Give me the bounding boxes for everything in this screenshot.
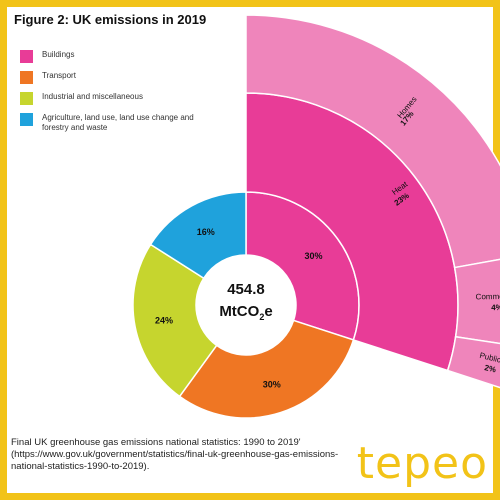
outer-sector-public xyxy=(446,335,500,389)
donut-slice-industrial-and-miscellaneous xyxy=(132,243,218,398)
donut-slice-transport xyxy=(178,319,355,419)
legend-label-transport: Transport xyxy=(42,71,76,80)
legend-item-buildings: Buildings xyxy=(20,50,220,71)
legend: Buildings Transport Industrial and misce… xyxy=(20,50,220,147)
donut-label-buildings: 30% xyxy=(305,251,323,261)
donut-label-industrial-and-miscellaneous: 24% xyxy=(155,316,173,326)
legend-swatch-transport xyxy=(20,71,33,84)
brand-logo: tepeo xyxy=(356,438,488,489)
legend-swatch-industrial xyxy=(20,92,33,105)
legend-item-industrial: Industrial and miscellaneous xyxy=(20,92,220,113)
legend-swatch-buildings xyxy=(20,50,33,63)
legend-label-agriculture: Agriculture, land use, land use change a… xyxy=(42,113,194,132)
center-unit-main: MtCO xyxy=(219,303,259,320)
donut-center-hole xyxy=(197,256,295,354)
donut-label-agriculture-land-use-land-use-change-and-forestry-and-waste: 16% xyxy=(197,227,215,237)
outer-sector-homes xyxy=(245,14,500,269)
outer-label-commercial: Commercial xyxy=(476,292,500,302)
center-unit-tail: e xyxy=(264,303,272,320)
legend-item-transport: Transport xyxy=(20,71,220,92)
figure-title: Figure 2: UK emissions in 2019 xyxy=(14,12,207,27)
center-total-unit: MtCO2e xyxy=(219,303,272,322)
outer-value-public: 2% xyxy=(484,363,497,374)
center-total-value: 454.8 xyxy=(227,281,265,298)
center-unit-subscript: 2 xyxy=(259,312,264,322)
legend-swatch-agriculture xyxy=(20,113,33,126)
legend-label-buildings: Buildings xyxy=(42,50,75,59)
legend-item-agriculture: Agriculture, land use, land use change a… xyxy=(20,113,220,147)
donut-label-transport: 30% xyxy=(263,379,281,389)
source-note: Final UK greenhouse gas emissions nation… xyxy=(11,437,339,472)
outer-value-commercial: 4% xyxy=(491,303,500,312)
legend-label-industrial: Industrial and miscellaneous xyxy=(42,92,143,101)
